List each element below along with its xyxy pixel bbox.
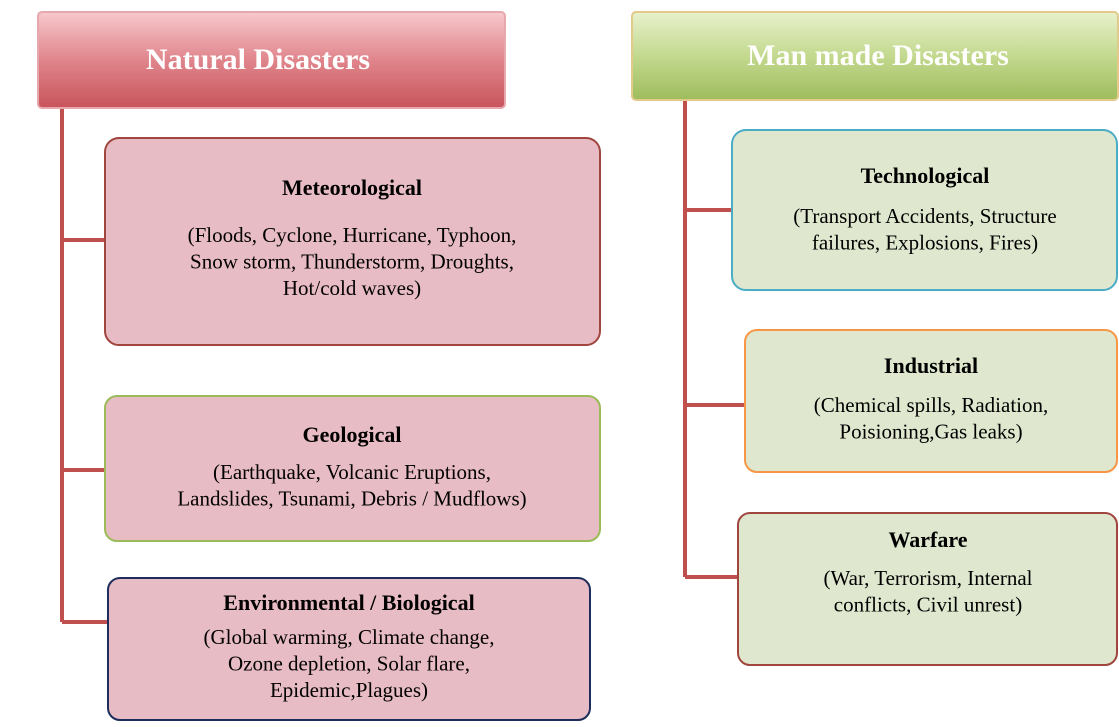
box (731, 129, 1118, 291)
box (107, 577, 591, 721)
box (104, 395, 601, 542)
box-description: (Global warming, Climate change, (204, 625, 495, 649)
box-description: (Floods, Cyclone, Hurricane, Typhoon, (188, 223, 517, 247)
connector (60, 108, 108, 624)
box-description: Poisioning,Gas leaks) (839, 419, 1022, 443)
box-description: failures, Explosions, Fires) (812, 230, 1038, 254)
box-description: (Transport Accidents, Structure (793, 204, 1056, 228)
box-title: Meteorological (282, 175, 422, 200)
box-description: Ozone depletion, Solar flare, (228, 651, 470, 675)
box-description: (Chemical spills, Radiation, (814, 393, 1048, 417)
box-title: Warfare (888, 527, 967, 552)
header-title: Man made Disasters (747, 39, 1009, 72)
box-title: Geological (303, 422, 402, 447)
box-title: Technological (861, 163, 990, 188)
header-title: Natural Disasters (146, 43, 370, 76)
connector (683, 100, 745, 579)
box-description: Hot/cold waves) (283, 276, 421, 300)
box-description: (War, Terrorism, Internal (823, 566, 1032, 590)
box-description: Landslides, Tsunami, Debris / Mudflows) (177, 486, 526, 510)
box (744, 329, 1118, 473)
box-description: (Earthquake, Volcanic Eruptions, (213, 460, 491, 484)
box-description: Epidemic,Plagues) (270, 678, 428, 702)
box-description: conflicts, Civil unrest) (834, 592, 1022, 616)
header-box (37, 11, 506, 109)
box-title: Environmental / Biological (223, 590, 474, 615)
box-title: Industrial (884, 353, 978, 378)
box (104, 137, 601, 346)
header-box (631, 11, 1119, 101)
box-description: Snow storm, Thunderstorm, Droughts, (190, 249, 514, 273)
box (737, 512, 1118, 666)
